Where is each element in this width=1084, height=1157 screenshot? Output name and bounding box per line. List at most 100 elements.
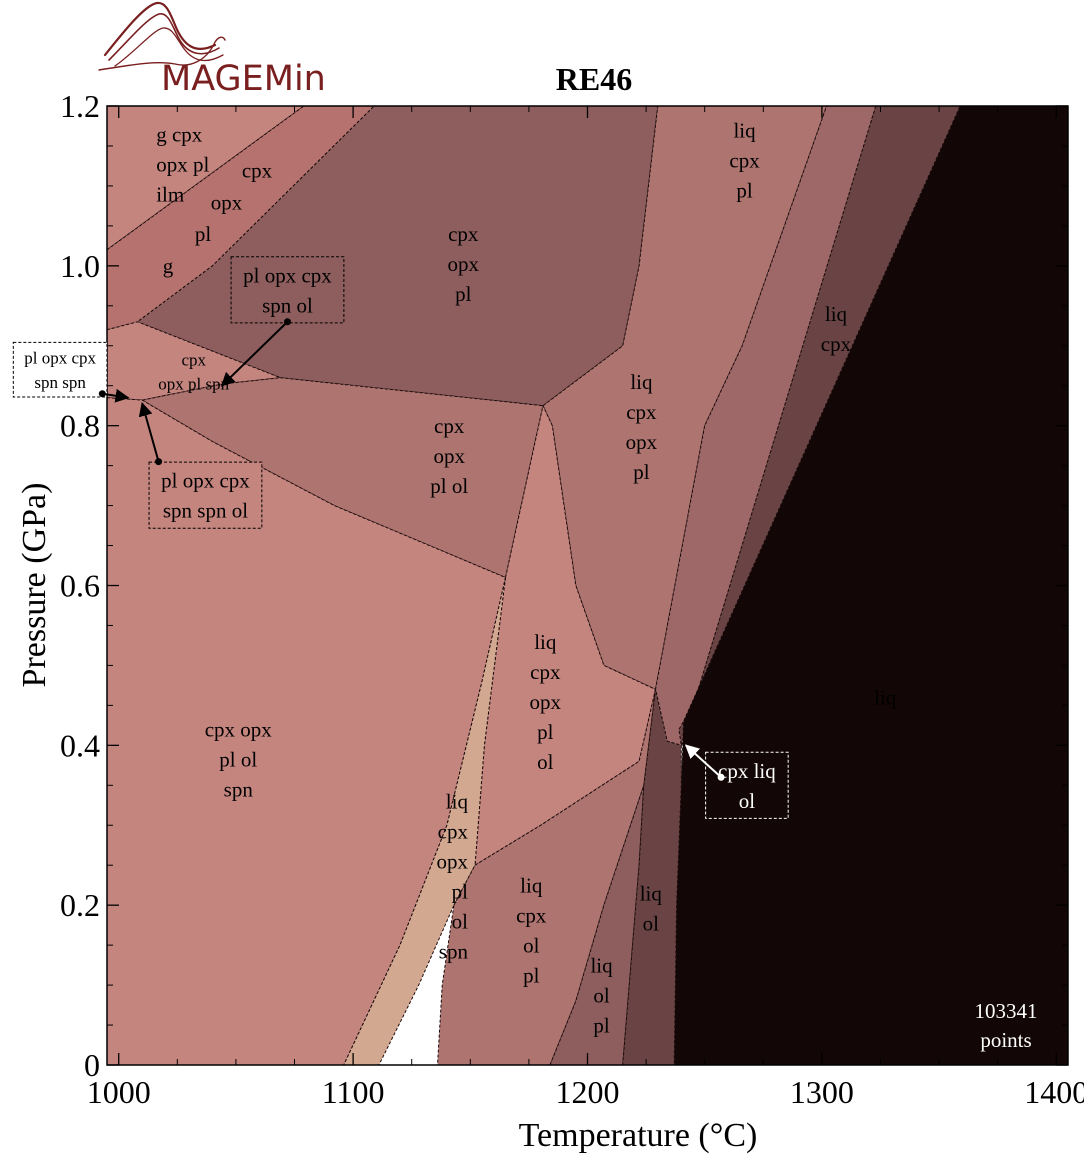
field-label: liq ol	[640, 882, 663, 936]
field-label-line: cpx	[516, 904, 547, 928]
field-label-line: cpx	[821, 332, 852, 356]
y-tick-label: 0.2	[60, 887, 100, 923]
field-label: pl	[195, 222, 212, 246]
field-label: liq cpx opx pl	[626, 370, 658, 484]
callout-text: spn spn	[34, 373, 86, 392]
field-label-line: opx	[530, 690, 562, 714]
callout-text: ol	[739, 789, 756, 813]
callout-text: spn ol	[262, 293, 313, 317]
field-label-line: opx pl spn	[158, 374, 229, 393]
field-label-line: opx	[211, 190, 243, 214]
field-label-line: ol	[537, 750, 554, 774]
field-label-line: ol	[593, 983, 610, 1007]
field-label-line: liq	[446, 790, 469, 814]
field-label-line: ol	[523, 934, 540, 958]
field-label-line: ol	[452, 910, 469, 934]
field-label: liq cpx	[821, 302, 852, 356]
field-label-line: spn	[439, 940, 469, 964]
field-label-line: cpx	[729, 148, 760, 172]
x-tick-label: 1400	[1024, 1074, 1084, 1110]
callout-box	[230, 256, 345, 324]
field-label-line: ol	[643, 912, 660, 936]
field-label-line: pl ol	[430, 474, 468, 498]
field-label: liq cpx pl	[729, 118, 760, 202]
field-label: opx	[211, 190, 243, 214]
field-label: cpx opx pl	[448, 222, 480, 306]
field-label-line: liq	[534, 630, 557, 654]
callout-arrow	[102, 388, 130, 403]
x-tick-label: 1200	[556, 1074, 620, 1110]
callout-dot	[283, 318, 291, 326]
x-tick-label: 1100	[322, 1074, 385, 1110]
callout: pl opx cpx spn spn	[12, 341, 130, 403]
field-label-line: liq	[520, 874, 543, 898]
callout-arrow	[220, 321, 289, 387]
field-label-line: opx	[448, 252, 480, 276]
field-liq-cpx-opx-pl-ol-spn	[343, 577, 506, 1065]
callout: cpx liq ol	[684, 744, 789, 819]
field-label-line: pl	[537, 720, 554, 744]
points-count: 103341	[975, 999, 1038, 1023]
callout-arrow	[684, 744, 722, 779]
field-label-line: pl	[593, 1013, 610, 1037]
y-tick-label: 0.6	[60, 568, 100, 604]
callout-dot	[155, 458, 163, 466]
points-word: points	[980, 1028, 1031, 1052]
field-cpx-opx-pl-spn	[107, 321, 281, 401]
field-label-line: cpx	[242, 158, 273, 182]
x-tick-label: 1300	[790, 1074, 854, 1110]
field-label-line: pl	[736, 178, 753, 202]
y-tick-label: 1.0	[60, 248, 100, 284]
field-label-line: cpx	[438, 820, 469, 844]
field-label-line: liq	[825, 302, 848, 326]
field-label-line: pl	[455, 282, 472, 306]
field-label: liq	[874, 686, 897, 710]
field-label-line: opx	[433, 444, 465, 468]
callout-text: pl opx cpx	[24, 349, 96, 368]
field-label-line: opx	[436, 850, 468, 874]
field-label-line: liq	[733, 118, 756, 142]
field-label: g	[163, 254, 174, 278]
field-liq	[673, 106, 1068, 1065]
field-label-line: cpx	[530, 660, 561, 684]
field-label-line: cpx	[181, 350, 206, 369]
field-cpx-opx-pl-ol	[141, 377, 544, 578]
field-label-line: opx pl	[156, 152, 209, 176]
field-liq-cpx	[678, 106, 961, 746]
magemin-logo-text: MAGEMin	[161, 59, 326, 99]
field-label-line: pl ol	[219, 748, 257, 772]
y-tick-label: 0.4	[60, 727, 100, 763]
field-label-line: pl	[633, 460, 650, 484]
callout-box	[12, 341, 108, 398]
field-label-line: cpx	[448, 222, 479, 246]
points-note: 103341 points	[975, 999, 1038, 1052]
field-label-line: liq	[630, 370, 653, 394]
field-label-line: liq	[640, 882, 663, 906]
field-label-line: pl	[195, 222, 212, 246]
y-tick-label: 0.8	[60, 408, 100, 444]
field-label-line: spn	[224, 778, 254, 802]
field-label: liq ol pl	[590, 953, 613, 1037]
field-label-line: cpx	[434, 414, 465, 438]
callout-arrow	[138, 401, 160, 462]
callout: pl opx cpx spn ol	[220, 256, 345, 387]
field-label: cpx opx pl ol	[430, 414, 468, 498]
callout-box	[148, 461, 263, 529]
callout: pl opx cpx spn spn ol	[138, 401, 263, 529]
field-label: liq cpx ol pl	[516, 874, 547, 988]
callout-text: cpx liq	[718, 759, 776, 783]
field-label: cpx	[242, 158, 273, 182]
callout-text: pl opx cpx	[161, 469, 250, 493]
callout-box	[705, 751, 789, 819]
y-axis-label: Pressure (GPa)	[16, 483, 53, 688]
field-label-line: pl	[523, 964, 540, 988]
field-label: g cpx opx pl ilm	[156, 122, 209, 206]
field-label-line: opx	[626, 430, 658, 454]
callout-text: pl opx cpx	[243, 263, 332, 287]
x-tick-label: 1000	[87, 1074, 151, 1110]
callout-text: spn spn ol	[163, 499, 248, 523]
